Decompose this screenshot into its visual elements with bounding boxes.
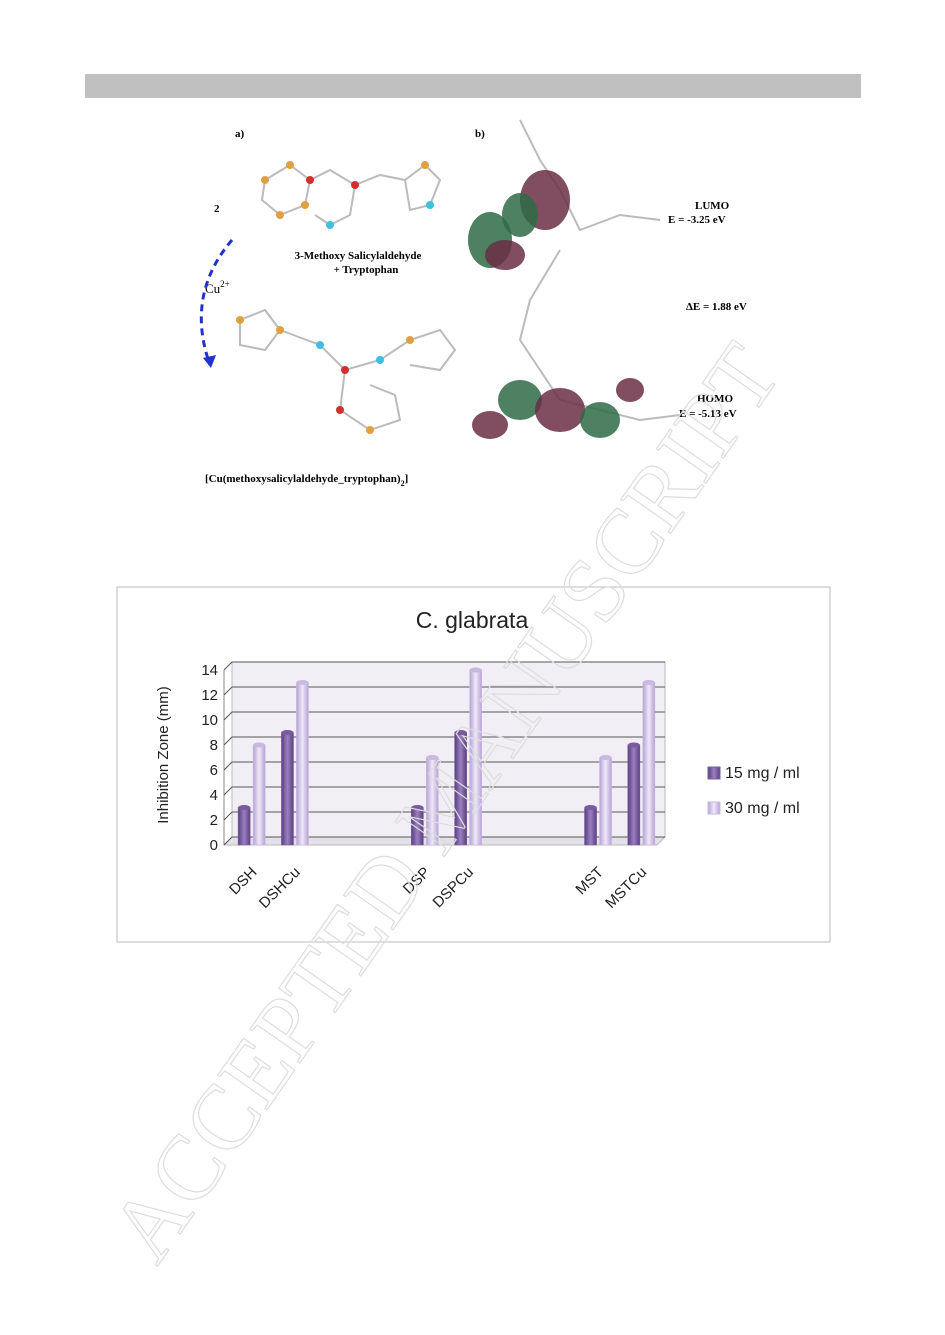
grid-line <box>223 661 665 671</box>
reactants: + Tryptophan <box>334 264 399 276</box>
bar-top <box>281 730 294 735</box>
metal-symbol: Cu <box>205 281 221 296</box>
bar-top <box>426 755 439 760</box>
grid-line <box>223 811 665 821</box>
bar-body <box>252 744 266 846</box>
bar <box>454 730 467 846</box>
lumo-energy: E = -3.25 eV <box>668 214 726 226</box>
bar <box>584 805 597 846</box>
legend-label: 15 mg / ml <box>725 765 800 782</box>
arrow <box>199 239 234 366</box>
grid-line <box>223 711 665 721</box>
grid-line <box>223 761 665 771</box>
y-tick-label: 14 <box>201 662 218 679</box>
bar <box>411 805 424 846</box>
grid-line <box>223 786 665 796</box>
reactants: 3-Methoxy Salicylaldehyde <box>295 250 422 262</box>
molecule-bonds <box>239 119 681 432</box>
y-tick-label: 2 <box>210 812 218 829</box>
chart-title: C. glabrata <box>416 607 529 633</box>
bar <box>627 742 641 846</box>
molecule-atoms <box>236 161 644 439</box>
bar-top <box>411 805 424 810</box>
y-tick-label: 4 <box>210 787 218 804</box>
bar-body <box>599 757 612 846</box>
bar-body <box>296 682 309 846</box>
metal-charge: 2+ <box>220 279 230 289</box>
bar-top <box>238 805 251 810</box>
homo-energy: E = -5.13 eV <box>679 408 737 420</box>
homo: HOMO <box>697 393 733 405</box>
y-tick-label: 10 <box>201 712 218 729</box>
bar <box>296 680 309 846</box>
arrow-head <box>203 355 216 368</box>
bar-body <box>642 682 656 846</box>
gap: ΔE = 1.88 eV <box>686 301 747 313</box>
y-tick-label: 8 <box>210 737 218 754</box>
complex: [Cu(methoxysalicylaldehyde_tryptophan)2] <box>205 473 408 488</box>
bar <box>469 667 482 846</box>
panel-label: a) <box>235 128 245 140</box>
bar-top <box>642 680 655 685</box>
y-tick-label: 6 <box>210 762 218 779</box>
y-tick-label: 12 <box>201 687 218 704</box>
grid-line <box>223 736 665 746</box>
bar-body <box>584 807 597 846</box>
bar-top <box>627 742 640 748</box>
bar-top <box>584 805 597 810</box>
figure: a) b) 2 Cu2+ 3-Methoxy Salicylaldehyde +… <box>199 119 747 488</box>
complex-sub: 2 <box>401 479 405 488</box>
legend-swatch <box>707 801 721 815</box>
y-tick-label: 0 <box>210 837 218 854</box>
bar-body <box>281 732 294 846</box>
bar-top <box>296 680 309 685</box>
grid-line <box>223 686 665 696</box>
complex-end: ] <box>405 473 409 485</box>
bar-top <box>454 730 467 735</box>
panel-label: b) <box>475 128 485 140</box>
header-band <box>85 74 861 98</box>
grid-line <box>223 836 665 846</box>
stoich: 2 <box>214 203 220 215</box>
bar <box>426 755 439 846</box>
bar-body <box>627 744 641 846</box>
lumo: LUMO <box>695 200 730 212</box>
metal: Cu2+ <box>205 279 230 296</box>
bar-top <box>599 755 612 760</box>
legend-label: 30 mg / ml <box>725 800 800 817</box>
complex-formula: [Cu(methoxysalicylaldehyde_tryptophan) <box>205 473 401 485</box>
y-axis-label: Inhibition Zone (mm) <box>155 686 172 824</box>
bar-top <box>253 742 266 748</box>
legend-swatch <box>707 766 721 780</box>
bar <box>642 680 656 846</box>
bar <box>281 730 294 846</box>
bar <box>252 742 266 846</box>
bar-top <box>469 667 482 673</box>
bar-body <box>237 807 251 846</box>
bar <box>599 755 612 846</box>
bar <box>237 805 251 846</box>
